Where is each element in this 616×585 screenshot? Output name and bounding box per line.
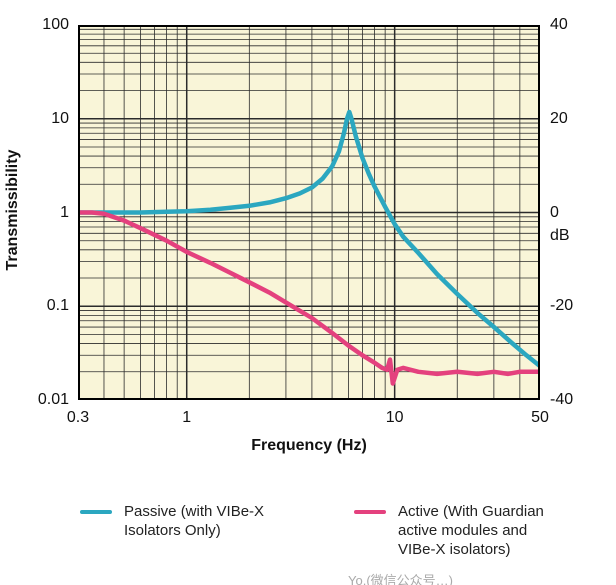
y-tick-right: 0 [550,203,559,221]
y-tick-left: 100 [42,16,69,33]
y-tick-right: 40 [550,16,568,33]
active-line-swatch [354,510,386,514]
legend-label-passive: Passive (with VIBe-X Isolators Only) [124,503,265,539]
y-tick-left: 1 [60,203,69,221]
watermark-text: Yo.(微信公众号…) [348,573,453,585]
legend-item-passive: Passive (with VIBe-X Isolators Only) [80,503,292,559]
y-tick-left: 0.01 [37,391,69,408]
x-axis-title: Frequency (Hz) [251,437,367,454]
passive-line-swatch [80,510,112,514]
x-tick: 0.3 [66,409,90,426]
y-tick-right: -20 [550,297,574,315]
y-tick-left: 10 [51,109,69,127]
y-tick-right: -40 [550,391,574,408]
plot-area [78,25,540,400]
legend-label-active: Active (With Guardian active modules and… [398,503,544,558]
y-tick-left: 0.1 [46,297,69,315]
y-axis-title: Transmissibility [4,149,21,271]
x-tick: 10 [385,409,404,426]
legend: Passive (with VIBe-X Isolators Only) Act… [80,503,600,559]
x-tick: 50 [531,409,549,426]
legend-item-active: Active (With Guardian active modules and… [354,503,566,559]
x-tick: 1 [182,409,192,426]
right-axis-unit-label: dB [550,226,570,244]
y-tick-right: 20 [550,109,568,127]
